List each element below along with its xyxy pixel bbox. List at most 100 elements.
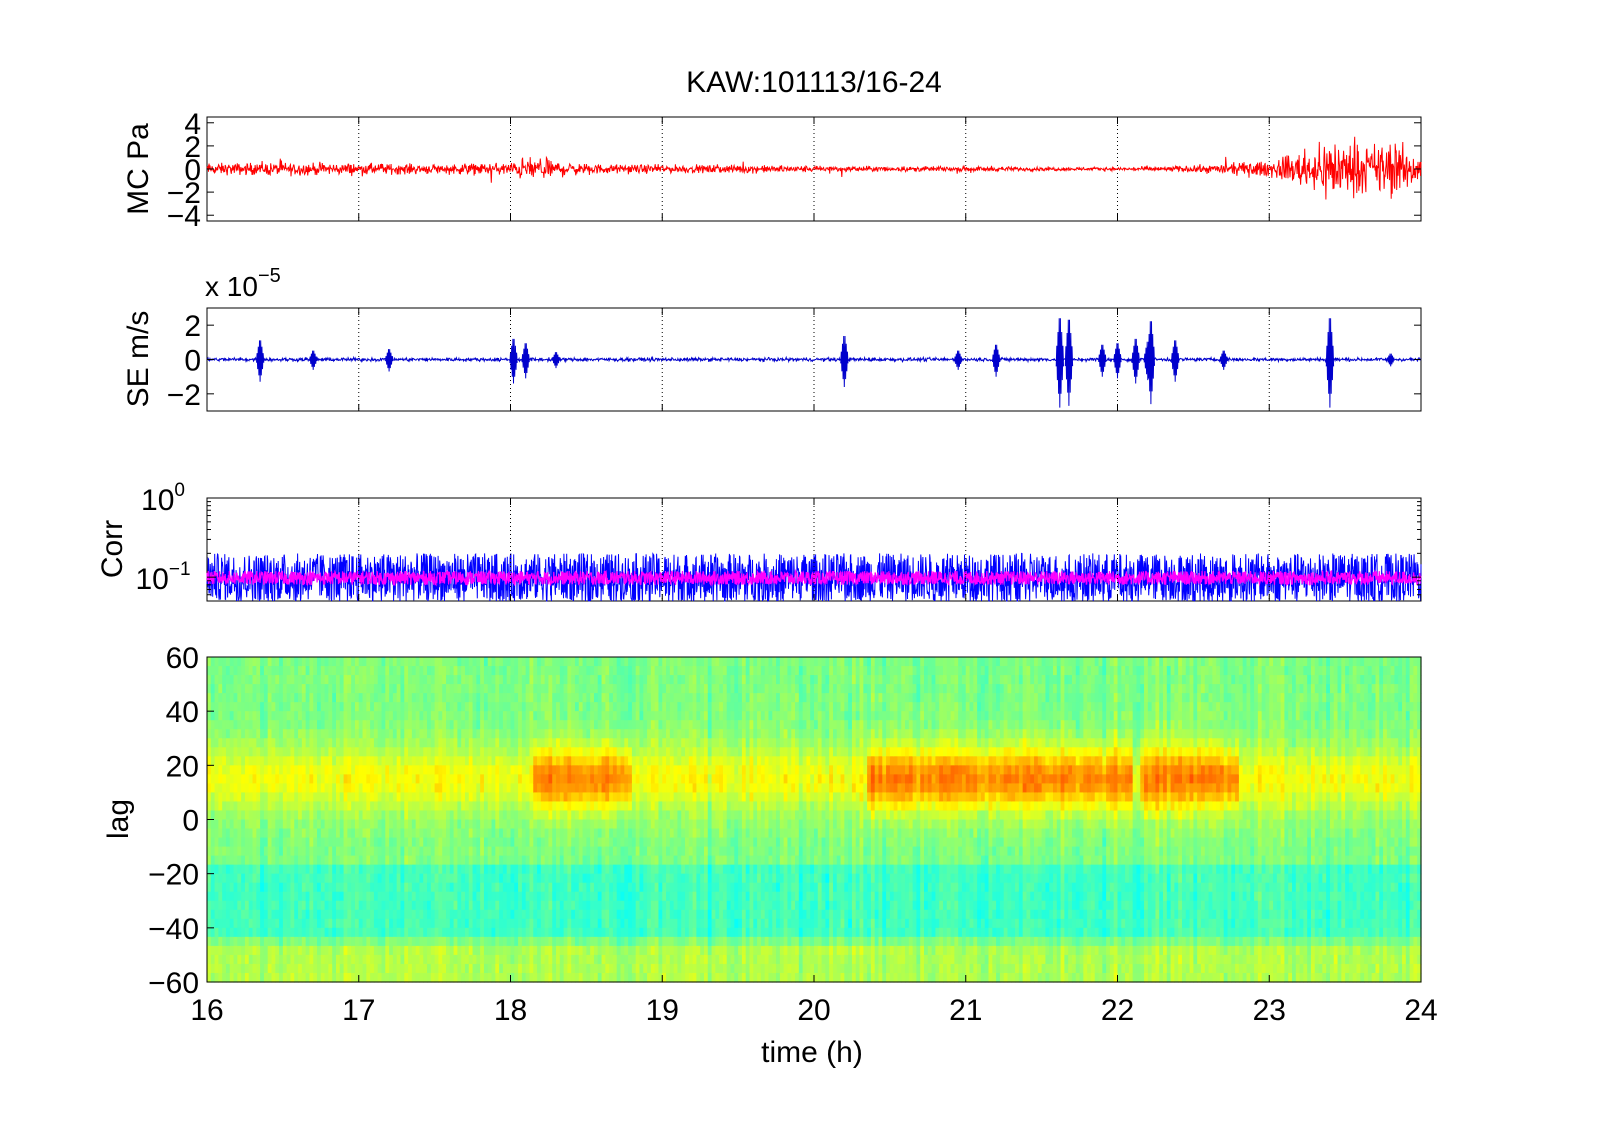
heatmap-cell: [305, 702, 311, 712]
heatmap-cell: [502, 729, 508, 739]
heatmap-cell: [354, 837, 360, 848]
heatmap-cell: [362, 819, 367, 830]
heatmap-cell: [339, 828, 345, 839]
heatmap-cell: [430, 936, 436, 947]
heatmap-cell: [688, 765, 694, 775]
heatmap-cell: [320, 675, 326, 685]
heatmap-cell: [324, 657, 329, 667]
heatmap-cell: [476, 846, 481, 857]
heatmap-cell: [696, 963, 701, 974]
heatmap-cell: [210, 828, 216, 839]
heatmap-cell: [609, 666, 614, 676]
heatmap-cell: [639, 783, 644, 794]
heatmap-cell: [521, 882, 527, 893]
heatmap-cell: [222, 729, 227, 739]
heatmap-cell: [313, 684, 318, 694]
heatmap-cell: [537, 810, 542, 821]
heatmap-cell: [415, 792, 421, 803]
heatmap-cell: [707, 855, 713, 866]
heatmap-cell: [624, 927, 629, 938]
heatmap-cell: [711, 918, 716, 929]
heatmap-cell: [339, 963, 345, 974]
heatmap-cell: [521, 684, 527, 694]
heatmap-cell: [218, 693, 223, 703]
heatmap-cell: [707, 765, 713, 775]
heatmap-cell: [430, 666, 436, 676]
heatmap-cell: [556, 972, 561, 983]
heatmap-cell: [559, 828, 565, 839]
heatmap-cell: [650, 756, 656, 766]
heatmap-cell: [320, 882, 326, 893]
heatmap-cell: [647, 657, 652, 667]
heatmap-cell: [544, 972, 550, 983]
heatmap-cell: [317, 810, 322, 821]
heatmap-cell: [609, 909, 614, 920]
heatmap-cell: [666, 810, 671, 821]
heatmap-cell: [480, 729, 485, 739]
heatmap-cell: [616, 747, 622, 757]
heatmap-cell: [442, 675, 447, 685]
heatmap-cell: [335, 729, 341, 739]
heatmap-cell: [214, 657, 219, 667]
heatmap-cell: [586, 891, 591, 902]
heatmap-cell: [252, 846, 257, 857]
heatmap-cell: [210, 801, 216, 812]
heatmap-cell: [624, 855, 629, 866]
heatmap-cell: [593, 945, 599, 956]
heatmap-cell: [631, 828, 637, 839]
heatmap-cell: [495, 945, 500, 956]
heatmap-cell: [449, 846, 455, 857]
heatmap-cell: [442, 819, 447, 830]
heatmap-cell: [559, 684, 565, 694]
heatmap-cell: [411, 684, 417, 694]
heatmap-cell: [578, 711, 584, 721]
heatmap-cell: [480, 873, 485, 884]
heatmap-cell: [248, 927, 254, 938]
heatmap-cell: [673, 864, 679, 875]
heatmap-cell: [430, 738, 436, 748]
mc-pa-ytick-label: 2: [184, 131, 201, 164]
heatmap-cell: [408, 828, 413, 839]
heatmap-cell: [677, 954, 682, 965]
heatmap-cell: [324, 729, 329, 739]
heatmap-cell: [218, 729, 223, 739]
heatmap-cell: [332, 963, 337, 974]
heatmap-cell: [601, 675, 606, 685]
heatmap-cell: [533, 774, 538, 784]
heatmap-cell: [286, 747, 292, 757]
heatmap-cell: [309, 765, 314, 775]
heatmap-cell: [225, 828, 231, 839]
heatmap-cell: [335, 909, 341, 920]
heatmap-cell: [241, 918, 246, 929]
heatmap-cell: [415, 909, 421, 920]
heatmap-cell: [449, 864, 455, 875]
heatmap-cell: [385, 846, 390, 857]
heatmap-cell: [567, 891, 572, 902]
heatmap-cell: [260, 954, 265, 965]
heatmap-cell: [510, 891, 515, 902]
heatmap-cell: [430, 702, 436, 712]
heatmap-cell: [427, 963, 432, 974]
heatmap-cell: [430, 801, 436, 812]
heatmap-cell: [510, 729, 515, 739]
heatmap-cell: [688, 666, 694, 676]
heatmap-cell: [703, 702, 709, 712]
heatmap-cell: [218, 657, 223, 667]
heatmap-cell: [688, 936, 694, 947]
heatmap-cell: [662, 657, 667, 667]
heatmap-cell: [673, 657, 679, 667]
heatmap-cell: [597, 936, 603, 947]
heatmap-cell: [267, 720, 273, 730]
heatmap-cell: [643, 963, 648, 974]
heatmap-cell: [339, 873, 345, 884]
heatmap-cell: [628, 945, 633, 956]
heatmap-cell: [559, 873, 565, 884]
heatmap-cell: [335, 711, 341, 721]
heatmap-cell: [343, 720, 348, 730]
heatmap-cell: [673, 711, 679, 721]
heatmap-cell: [616, 666, 622, 676]
heatmap-cell: [654, 936, 660, 947]
heatmap-cell: [669, 927, 675, 938]
heatmap-cell: [567, 945, 572, 956]
heatmap-cell: [468, 684, 474, 694]
